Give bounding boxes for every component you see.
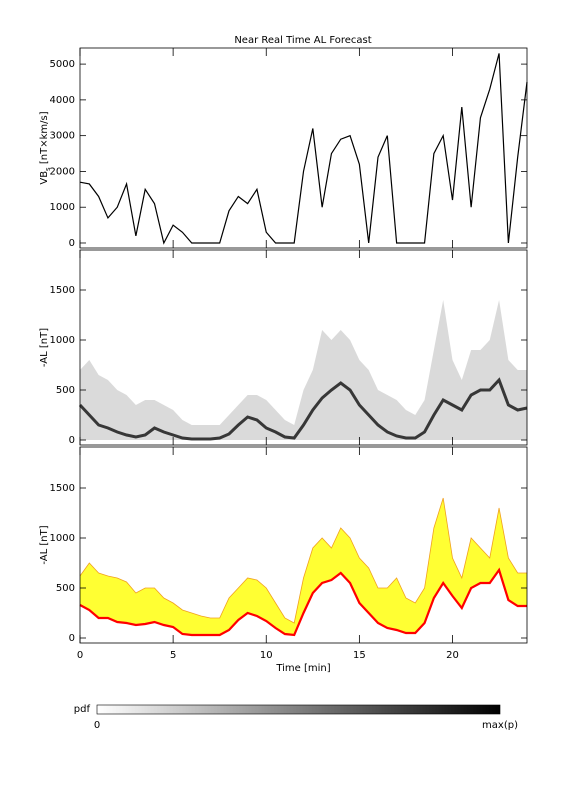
spread-area <box>80 300 527 440</box>
chart-title: Near Real Time AL Forecast <box>234 35 371 46</box>
y-tick-label: 4000 <box>50 95 75 106</box>
y-tick-label: 2000 <box>50 166 75 177</box>
colorbar-min: 0 <box>94 720 100 731</box>
y-tick-label: 0 <box>69 633 75 644</box>
y-axis-label: -AL [nT] <box>39 525 50 564</box>
y-tick-label: 1000 <box>50 533 75 544</box>
y-tick-label: 0 <box>69 238 75 249</box>
median-line <box>78 377 528 441</box>
y-tick-label: 0 <box>69 435 75 446</box>
y-axis-label-part: [nT×km/s] <box>39 111 50 167</box>
y-axis-label-part: VB <box>39 171 50 185</box>
band-edge <box>79 497 527 624</box>
x-tick-label: 5 <box>170 650 176 661</box>
x-axis-label: Time [min] <box>275 663 330 674</box>
y-tick-label: 1000 <box>50 335 75 346</box>
y-axis-label: -AL [nT] <box>39 328 50 367</box>
colorbar <box>96 704 501 715</box>
plot-frame <box>79 47 528 249</box>
colorbar-max: max(p) <box>482 720 518 731</box>
y-axis-label-part: s <box>44 167 52 171</box>
y-tick-label: 1000 <box>50 202 75 213</box>
y-tick-label: 5000 <box>50 59 75 70</box>
y-tick-label: 1500 <box>50 285 75 296</box>
band-area <box>80 498 527 635</box>
x-tick-label: 20 <box>446 650 459 661</box>
y-tick-label: 1500 <box>50 483 75 494</box>
median-line <box>79 567 527 637</box>
data-line <box>79 53 528 245</box>
y-axis-label: VBs [nT×km/s] <box>39 111 52 184</box>
plot-frame <box>79 446 528 644</box>
y-tick-label: 500 <box>56 583 75 594</box>
plot-frame <box>79 249 528 446</box>
colorbar-label: pdf <box>74 704 91 715</box>
y-tick-label: 500 <box>56 385 75 396</box>
x-tick-label: 0 <box>77 650 83 661</box>
x-tick-label: 15 <box>353 650 366 661</box>
y-tick-label: 3000 <box>50 131 75 142</box>
x-tick-label: 10 <box>260 650 273 661</box>
